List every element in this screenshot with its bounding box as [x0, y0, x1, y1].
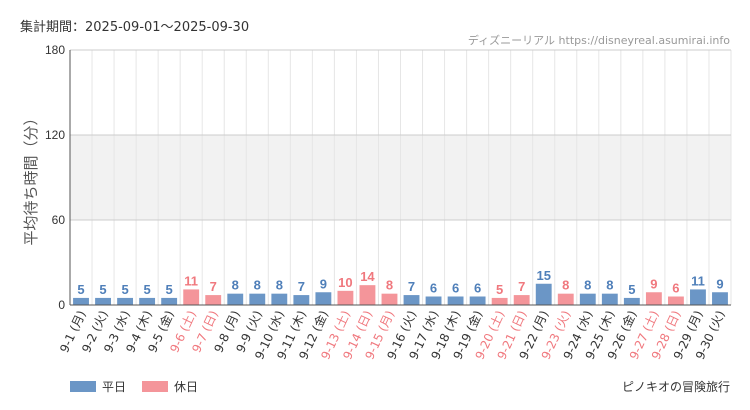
bar — [95, 297, 111, 305]
bar — [469, 296, 486, 305]
legend-holiday-swatch — [142, 381, 169, 392]
bar — [161, 297, 178, 305]
bar-value-label: 9 — [320, 276, 327, 291]
bar-value-label: 6 — [672, 281, 679, 296]
bar — [337, 290, 354, 305]
y-tick-label: 0 — [58, 298, 65, 312]
bar — [249, 293, 266, 305]
bar-value-label: 8 — [606, 278, 613, 293]
bar-value-label: 6 — [452, 281, 459, 296]
bar-value-label: 5 — [166, 282, 173, 297]
bar-value-label: 6 — [474, 281, 481, 296]
bar — [513, 295, 530, 305]
bar-value-label: 8 — [254, 278, 261, 293]
bar-value-label: 8 — [386, 278, 393, 293]
bar-value-label: 8 — [276, 278, 283, 293]
bar — [557, 293, 574, 305]
bar — [623, 297, 640, 305]
bar-value-label: 11 — [691, 273, 705, 288]
bar — [293, 295, 310, 305]
bar-value-label: 5 — [77, 282, 84, 297]
bar-value-label: 5 — [496, 282, 503, 297]
bar — [491, 297, 508, 305]
bar-value-label: 11 — [184, 273, 198, 288]
bar-value-label: 10 — [338, 275, 352, 290]
legend-holiday-label: 休日 — [174, 380, 199, 394]
legend: 平日 休日 — [70, 378, 214, 395]
attraction-name: ピノキオの冒険旅行 — [621, 380, 730, 394]
bar — [271, 293, 288, 305]
bar-value-label: 9 — [650, 276, 657, 291]
bar — [667, 296, 684, 305]
legend-holiday: 休日 — [142, 378, 198, 395]
bar — [447, 296, 464, 305]
bar — [205, 295, 222, 305]
legend-weekday: 平日 — [70, 378, 126, 395]
bar-value-label: 7 — [210, 279, 217, 294]
bar-value-label: 8 — [232, 278, 239, 293]
bar-value-label: 8 — [562, 278, 569, 293]
bar-value-label: 5 — [628, 282, 635, 297]
bar-value-label: 7 — [298, 279, 305, 294]
y-tick-label: 180 — [45, 43, 65, 57]
bar-value-label: 5 — [143, 282, 150, 297]
bar — [117, 297, 134, 305]
bar-value-label: 5 — [121, 282, 128, 297]
bar — [403, 295, 420, 305]
bar — [139, 297, 156, 305]
bar-value-label: 8 — [584, 278, 591, 293]
bar — [645, 292, 662, 305]
bar — [359, 285, 376, 305]
bar — [601, 293, 618, 305]
bar-value-label: 7 — [518, 279, 525, 294]
y-tick-label: 120 — [45, 128, 65, 142]
y-axis-label: 平均待ち時間（分） — [22, 110, 40, 245]
legend-weekday-swatch — [70, 381, 96, 392]
bar — [579, 293, 596, 305]
bar — [381, 293, 398, 305]
y-tick-label: 60 — [52, 213, 66, 227]
bar — [73, 297, 89, 305]
bar — [690, 289, 706, 305]
bar — [227, 293, 244, 305]
bar-value-label: 6 — [430, 281, 437, 296]
bar-value-label: 14 — [360, 269, 375, 284]
bar-value-label: 15 — [536, 268, 550, 283]
bar-value-label: 5 — [99, 282, 106, 297]
bar — [183, 289, 200, 305]
legend-weekday-label: 平日 — [102, 380, 127, 394]
bar — [425, 296, 442, 305]
bar — [315, 292, 332, 305]
bar — [712, 292, 728, 305]
source-label: ディズニーリアル https://disneyreal.asumirai.inf… — [467, 34, 730, 47]
bar — [535, 283, 552, 305]
bar-value-label: 9 — [716, 276, 723, 291]
bar-value-label: 7 — [408, 279, 415, 294]
period-label: 集計期間：2025-09-01～2025-09-30 — [20, 20, 250, 35]
